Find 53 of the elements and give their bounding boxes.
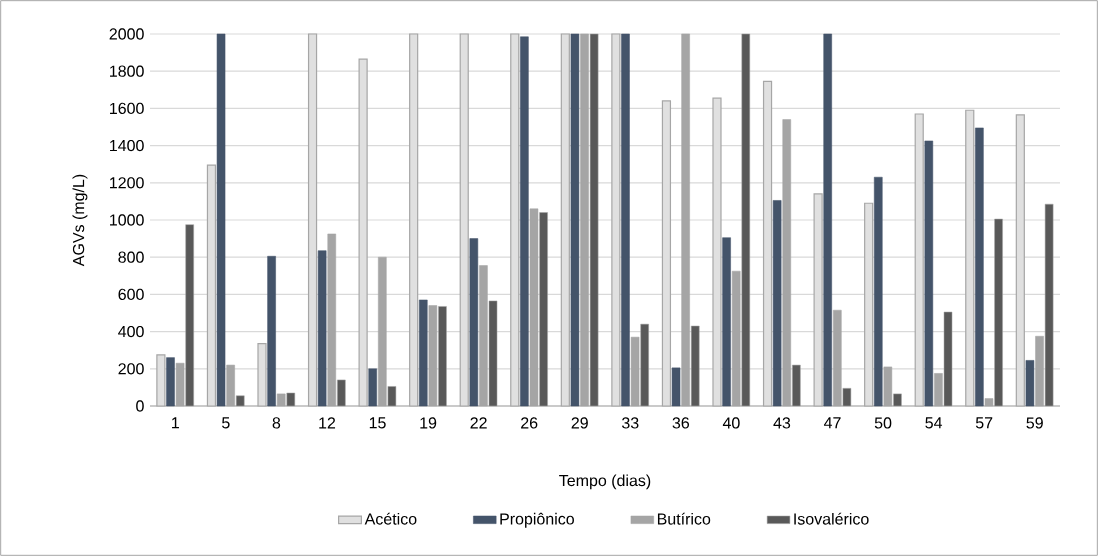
bar bbox=[317, 250, 327, 407]
x-tick-label: 5 bbox=[222, 417, 230, 429]
x-tick-label: 22 bbox=[470, 417, 487, 429]
bar bbox=[570, 33, 580, 407]
bar bbox=[722, 237, 731, 407]
bar bbox=[520, 36, 529, 407]
legend-label: Isovalérico bbox=[794, 512, 869, 525]
x-tick-label: 36 bbox=[672, 417, 690, 429]
y-tick-label: 2000 bbox=[109, 28, 144, 40]
y-tick-label: 1400 bbox=[110, 139, 144, 152]
bar bbox=[823, 33, 832, 407]
bar bbox=[975, 127, 984, 407]
legend-label: Acético bbox=[364, 512, 417, 525]
x-tick-label: 15 bbox=[369, 417, 386, 429]
y-tick-label: 1000 bbox=[110, 214, 144, 226]
bar bbox=[621, 33, 630, 407]
y-axis-title: AGVs (mg/L) bbox=[72, 174, 88, 267]
bar bbox=[166, 357, 175, 407]
bar bbox=[772, 200, 782, 407]
legend-label: Butírico bbox=[657, 512, 711, 525]
x-tick-label: 59 bbox=[1026, 417, 1043, 429]
y-tick-label: 600 bbox=[118, 288, 144, 301]
x-axis-title: Tempo (dias) bbox=[559, 474, 651, 490]
x-tick-label: 40 bbox=[722, 417, 740, 429]
bar bbox=[368, 368, 377, 407]
y-tick-label: 1600 bbox=[110, 102, 144, 115]
x-tick-label: 54 bbox=[925, 417, 943, 429]
y-tick-label: 1800 bbox=[110, 65, 144, 77]
bar bbox=[1025, 360, 1035, 407]
bar bbox=[418, 299, 428, 407]
x-tick-label: 43 bbox=[773, 417, 791, 429]
x-tick-label: 12 bbox=[319, 417, 336, 429]
y-tick-label: 0 bbox=[136, 400, 144, 412]
y-tick-label: 400 bbox=[118, 325, 144, 338]
x-tick-label: 47 bbox=[823, 417, 841, 429]
x-tick-label: 19 bbox=[420, 417, 437, 429]
x-tick-label: 29 bbox=[571, 417, 588, 429]
x-tick-label: 57 bbox=[975, 417, 993, 429]
x-tick-label: 33 bbox=[621, 417, 639, 429]
bar bbox=[267, 255, 276, 407]
x-tick-label: 1 bbox=[172, 417, 179, 429]
x-tick-label: 26 bbox=[521, 417, 538, 429]
bar bbox=[873, 176, 883, 407]
bar bbox=[671, 367, 681, 407]
y-tick-label: 800 bbox=[118, 251, 144, 263]
legend-label: Propiônico bbox=[500, 512, 574, 528]
bar bbox=[469, 238, 479, 407]
x-tick-label: 8 bbox=[272, 417, 281, 429]
y-tick-label: 1200 bbox=[110, 177, 144, 189]
bar bbox=[216, 33, 226, 407]
y-tick-label: 200 bbox=[118, 363, 144, 375]
bar bbox=[924, 140, 934, 407]
x-tick-label: 50 bbox=[874, 417, 892, 429]
